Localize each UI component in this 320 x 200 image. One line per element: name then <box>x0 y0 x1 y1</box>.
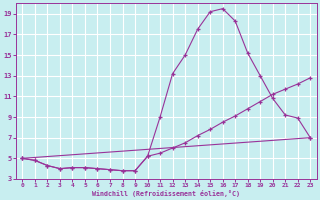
X-axis label: Windchill (Refroidissement éolien,°C): Windchill (Refroidissement éolien,°C) <box>92 190 240 197</box>
